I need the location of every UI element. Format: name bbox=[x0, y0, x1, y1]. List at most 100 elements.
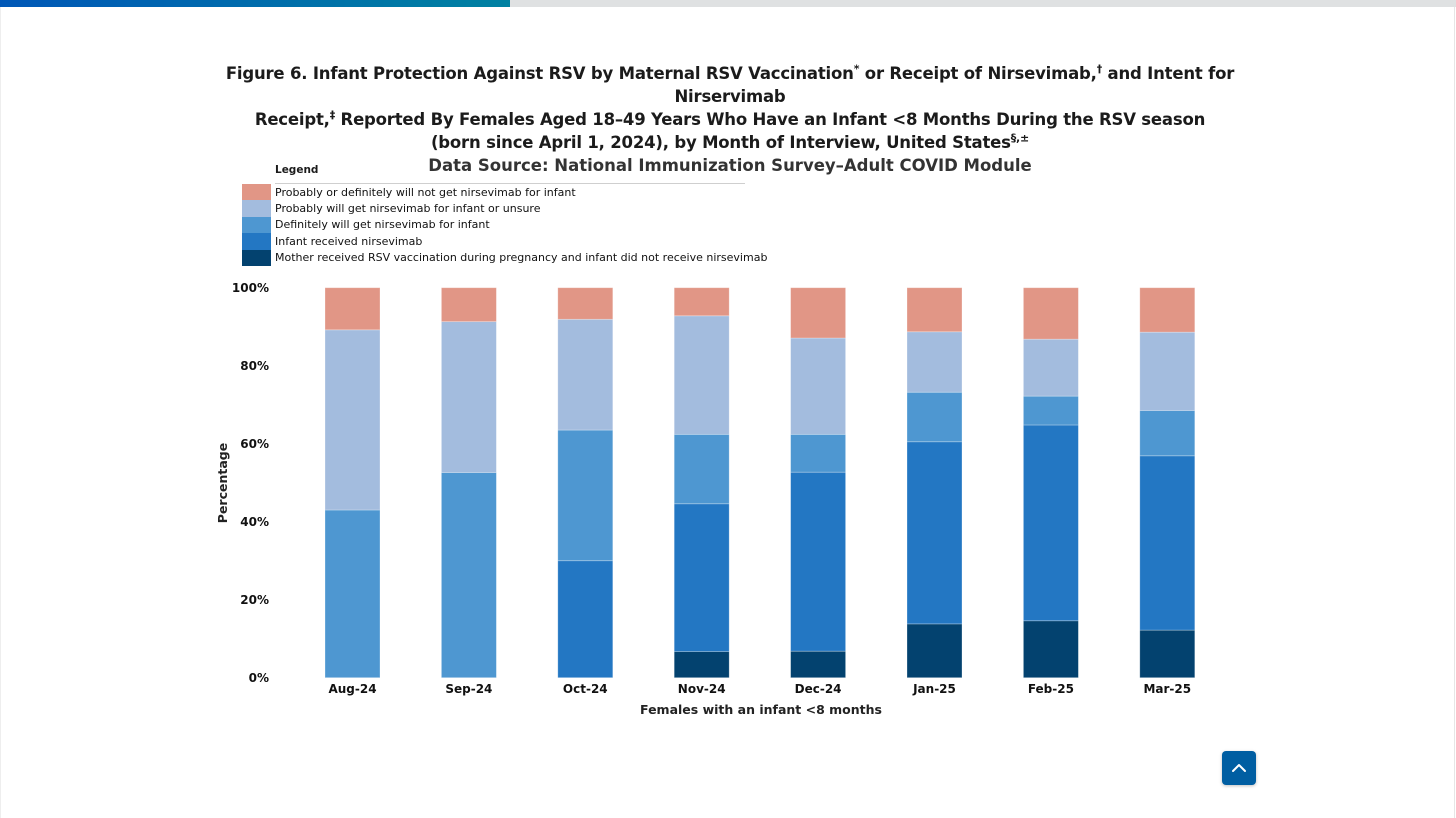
title-text: Reported By Females Aged 18–49 Years Who… bbox=[335, 110, 1206, 129]
title-text: or Receipt of Nirsevimab, bbox=[859, 64, 1097, 83]
legend-swatch bbox=[242, 200, 271, 217]
bar-segment[interactable]: Feb-25 — Infant received nirsevimab: 50.… bbox=[1023, 424, 1079, 622]
bar-segment[interactable]: Feb-25 — Probably or definitely will not… bbox=[1023, 287, 1079, 340]
bar-segment[interactable]: Sep-24 — Probably or definitely will not… bbox=[440, 287, 497, 323]
legend-swatch bbox=[242, 233, 271, 250]
figure-title-line-3: (born since April 1, 2024), by Month of … bbox=[200, 131, 1260, 154]
x-tick-label: Feb-25 bbox=[1028, 682, 1074, 696]
legend-label: Infant received nirsevimab bbox=[275, 234, 423, 248]
title-text: Figure 6. Infant Protection Against RSV … bbox=[225, 64, 854, 83]
bar-stack-dec-24: Dec-24 — Mother received RSV vaccination… bbox=[790, 287, 846, 679]
data-source: Data Source: National Immunization Surve… bbox=[428, 156, 1032, 175]
bar-segment[interactable]: Dec-24 — Probably or definitely will not… bbox=[790, 287, 846, 339]
bar-segment[interactable]: Nov-24 — Probably or definitely will not… bbox=[673, 287, 730, 317]
bar-segment[interactable]: Mar-25 — Probably or definitely will not… bbox=[1139, 287, 1196, 333]
chevron-up-icon bbox=[1232, 764, 1246, 772]
footnote-mark: * bbox=[853, 62, 860, 76]
footnote-mark: † bbox=[1096, 62, 1103, 76]
legend-item: Probably will get nirsevimab for infant … bbox=[242, 200, 767, 217]
x-tick-label: Oct-24 bbox=[563, 682, 608, 696]
back-to-top-button[interactable] bbox=[1222, 751, 1256, 785]
y-axis-ticks: 0% 20% 40% 60% 80% 100% bbox=[232, 281, 269, 685]
bar-segment[interactable]: Nov-24 — Definitely will get nirsevimab … bbox=[673, 433, 730, 505]
bar-stack-jan-25: Jan-25 — Mother received RSV vaccination… bbox=[906, 287, 963, 679]
legend-swatch bbox=[242, 216, 271, 234]
bar-segment[interactable]: Feb-25 — Mother received RSV vaccination… bbox=[1023, 620, 1079, 679]
x-tick-label: Sep-24 bbox=[445, 682, 492, 696]
legend-item: Probably or definitely will not get nirs… bbox=[242, 184, 767, 201]
legend-swatch bbox=[242, 184, 271, 201]
legend-items: Probably or definitely will not get nirs… bbox=[242, 184, 767, 266]
y-tick-label: 60% bbox=[240, 437, 269, 451]
bar-stack-mar-25: Mar-25 — Mother received RSV vaccination… bbox=[1139, 287, 1196, 679]
figure-title-line-2: Receipt,‡ Reported By Females Aged 18–49… bbox=[200, 108, 1260, 131]
legend-swatch bbox=[242, 249, 271, 266]
legend-title: Legend bbox=[275, 164, 319, 176]
title-text: and Intent for Nirservimab bbox=[674, 64, 1235, 106]
chart-legend: Legend Probably or definitely will not g… bbox=[242, 162, 767, 266]
legend-label: Mother received RSV vaccination during p… bbox=[275, 251, 768, 265]
bar-segment[interactable]: Jan-25 — Infant received nirsevimab: 46.… bbox=[906, 441, 963, 625]
bar-stack-sep-24: Sep-24 — Definitely will get nirsevimab … bbox=[440, 287, 497, 679]
bar-segment[interactable]: Mar-25 — Definitely will get nirsevimab … bbox=[1139, 410, 1196, 457]
bar-segment[interactable]: Oct-24 — Probably or definitely will not… bbox=[557, 287, 614, 320]
x-tick-label: Jan-25 bbox=[912, 682, 956, 696]
legend-item: Infant received nirsevimab bbox=[242, 233, 767, 250]
bar-segment[interactable]: Jan-25 — Probably will get nirsevimab fo… bbox=[906, 331, 963, 393]
bar-segment[interactable]: Aug-24 — Probably or definitely will not… bbox=[324, 287, 381, 331]
bar-segment[interactable]: Nov-24 — Probably will get nirsevimab fo… bbox=[673, 315, 730, 435]
bar-segment[interactable]: Mar-25 — Infant received nirsevimab: 44.… bbox=[1139, 455, 1196, 631]
y-axis-title: Percentage bbox=[215, 443, 230, 523]
page-frame-right bbox=[1454, 7, 1455, 818]
legend-label: Definitely will get nirsevimab for infan… bbox=[275, 218, 490, 232]
y-tick-label: 80% bbox=[240, 359, 269, 373]
x-axis-title: Females with an infant <8 months bbox=[640, 702, 882, 717]
reading-progress-fill bbox=[0, 0, 510, 7]
bar-segment[interactable]: Dec-24 — Infant received nirsevimab: 45.… bbox=[790, 471, 846, 652]
legend-item: Mother received RSV vaccination during p… bbox=[242, 249, 768, 266]
y-tick-label: 20% bbox=[240, 593, 269, 607]
y-tick-label: 100% bbox=[232, 281, 269, 295]
bar-segment[interactable]: Feb-25 — Definitely will get nirsevimab … bbox=[1023, 395, 1079, 426]
legend-label: Probably or definitely will not get nirs… bbox=[275, 185, 576, 199]
bar-segment[interactable]: Jan-25 — Mother received RSV vaccination… bbox=[906, 623, 963, 679]
bar-segment[interactable]: Mar-25 — Mother received RSV vaccination… bbox=[1139, 629, 1196, 679]
bar-segment[interactable]: Dec-24 — Mother received RSV vaccination… bbox=[790, 650, 846, 679]
legend-item: Definitely will get nirsevimab for infan… bbox=[242, 216, 767, 234]
x-axis-ticks: Aug-24 Sep-24 Oct-24 Nov-24 Dec-24 Jan-25 Feb-… bbox=[328, 682, 1191, 696]
bar-segment[interactable]: Feb-25 — Probably will get nirsevimab fo… bbox=[1023, 338, 1079, 397]
bar-stack-nov-24: Nov-24 — Mother received RSV vaccination… bbox=[673, 287, 730, 679]
bar-segment[interactable]: Aug-24 — Definitely will get nirsevimab … bbox=[324, 509, 381, 679]
bar-stack-feb-25: Feb-25 — Mother received RSV vaccination… bbox=[1023, 287, 1079, 679]
bar-stack-aug-24: Aug-24 — Definitely will get nirsevimab … bbox=[324, 287, 381, 679]
y-tick-label: 40% bbox=[240, 515, 269, 529]
footnote-mark: §,± bbox=[1010, 131, 1030, 145]
bar-segment[interactable]: Nov-24 — Mother received RSV vaccination… bbox=[673, 651, 730, 679]
bar-segment[interactable]: Mar-25 — Probably will get nirsevimab fo… bbox=[1139, 331, 1196, 411]
bar-segment[interactable]: Sep-24 — Probably will get nirsevimab fo… bbox=[440, 321, 497, 473]
bar-segment[interactable]: Nov-24 — Infant received nirsevimab: 37.… bbox=[673, 503, 730, 652]
bar-segment[interactable]: Oct-24 — Infant received nirsevimab: 30% bbox=[557, 560, 614, 679]
bar-segment[interactable]: Dec-24 — Probably will get nirsevimab fo… bbox=[790, 337, 846, 435]
bar-segment[interactable]: Oct-24 — Definitely will get nirsevimab … bbox=[557, 429, 614, 562]
x-tick-label: Aug-24 bbox=[328, 682, 376, 696]
bar-segment[interactable]: Aug-24 — Probably will get nirsevimab fo… bbox=[324, 329, 381, 511]
legend-label: Probably will get nirsevimab for infant … bbox=[275, 202, 541, 216]
x-tick-label: Nov-24 bbox=[678, 682, 726, 696]
page-frame-left bbox=[0, 7, 1, 818]
x-tick-label: Mar-25 bbox=[1143, 682, 1191, 696]
bar-segment[interactable]: Jan-25 — Definitely will get nirsevimab … bbox=[906, 391, 963, 443]
y-tick-label: 0% bbox=[249, 671, 269, 685]
bar-segment[interactable]: Oct-24 — Probably will get nirsevimab fo… bbox=[557, 318, 614, 431]
figure-title-line-1: Figure 6. Infant Protection Against RSV … bbox=[200, 62, 1260, 108]
bar-segment[interactable]: Sep-24 — Definitely will get nirsevimab … bbox=[440, 472, 497, 679]
legend-divider bbox=[275, 183, 745, 184]
figure-title-block: Figure 6. Infant Protection Against RSV … bbox=[200, 62, 1260, 178]
bar-segment[interactable]: Dec-24 — Definitely will get nirsevimab … bbox=[790, 433, 846, 473]
footnote-mark: ‡ bbox=[329, 108, 336, 122]
title-text: (born since April 1, 2024), by Month of … bbox=[430, 133, 1011, 152]
bar-segment[interactable]: Jan-25 — Probably or definitely will not… bbox=[906, 287, 963, 333]
reading-progress-track bbox=[0, 0, 1456, 7]
bar-stack-oct-24: Oct-24 — Infant received nirsevimab: 30%… bbox=[557, 287, 614, 679]
